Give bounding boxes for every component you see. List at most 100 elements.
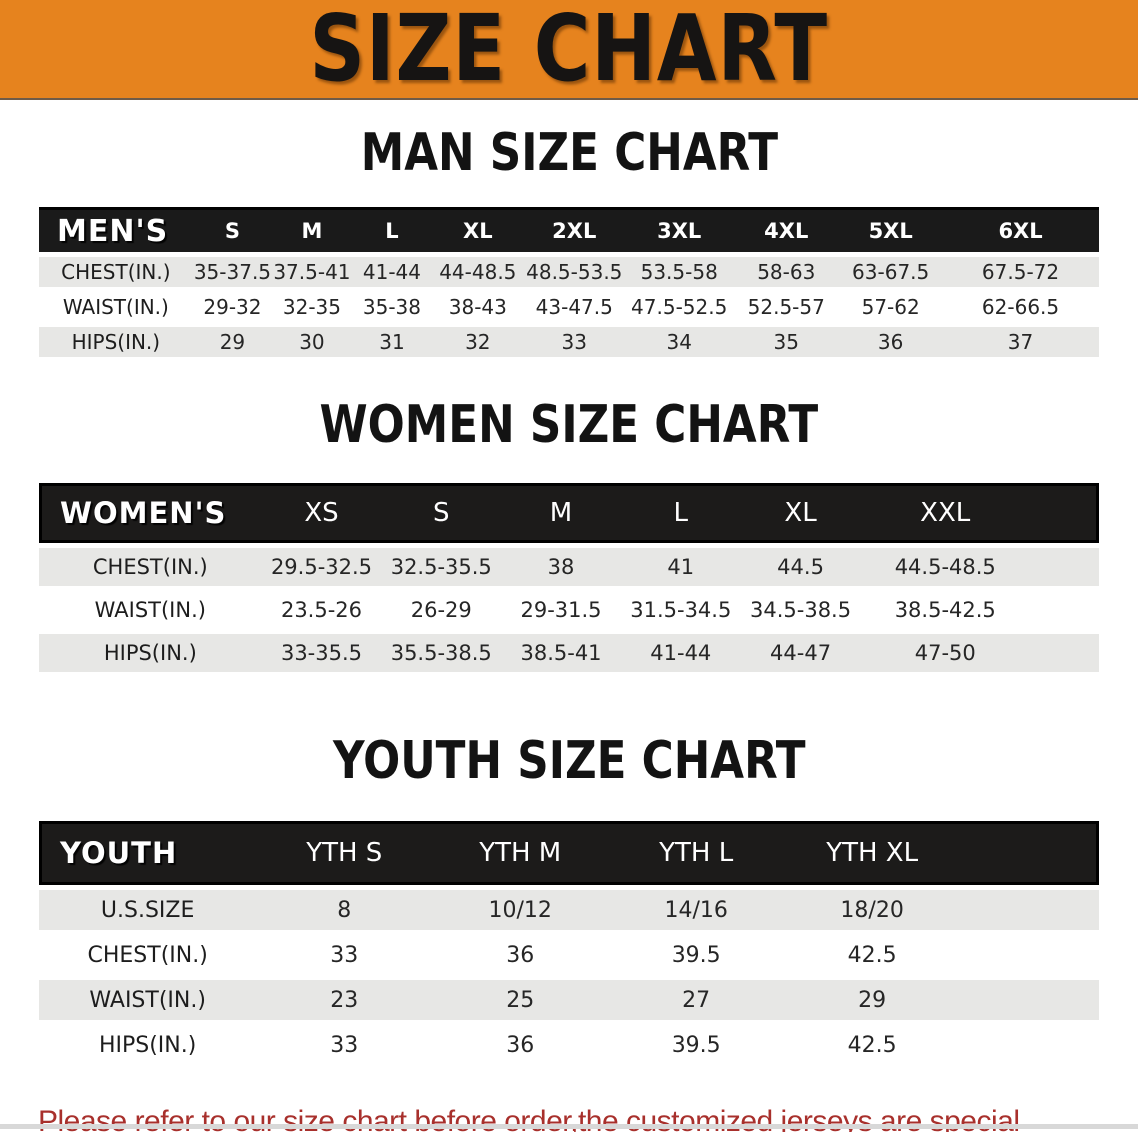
spacer-cell [1030,591,1099,629]
size-value: 34 [625,327,734,357]
size-value: 41-44 [351,257,433,287]
size-column-header: S [192,207,273,252]
size-column-header: L [620,483,741,543]
bottom-divider [0,1124,1138,1129]
size-value: 30 [272,327,352,357]
size-column-header: 6XL [942,207,1099,252]
size-value: 67.5-72 [942,257,1099,287]
size-value: 38 [501,548,621,586]
size-value: 8 [256,890,433,930]
size-value: 38.5-42.5 [860,591,1031,629]
size-column-header: YTH L [608,821,785,885]
table-row: CHEST(IN.) 33 36 39.5 42.5 [39,935,1099,975]
size-column-header: L [351,207,433,252]
size-value: 43-47.5 [523,292,626,322]
size-value: 44-48.5 [432,257,524,287]
size-value: 32-35 [272,292,352,322]
men-section-heading-text: MAN SIZE CHART [360,123,778,183]
table-header-band: WOMEN'S XS S M L XL XXL [39,483,1099,543]
size-value: 18/20 [784,890,961,930]
table-row: HIPS(IN.) 33 36 39.5 42.5 [39,1025,1099,1065]
spacer-cell [1030,634,1099,672]
size-value: 10/12 [432,890,609,930]
spacer-cell [1030,483,1099,543]
size-value: 37 [942,327,1099,357]
size-column-header: YTH M [432,821,609,885]
size-value: 23 [256,980,433,1020]
youth-section: YOUTH SIZE CHART YOUTH YTH S YTH M YTH L YTH… [0,735,1138,1070]
size-value: 27 [608,980,785,1020]
size-value: 62-66.5 [942,292,1099,322]
size-value: 48.5-53.5 [523,257,626,287]
page-title: SIZE CHART [309,0,829,102]
women-section-heading: WOMEN SIZE CHART [0,399,1138,451]
men-section-heading: MAN SIZE CHART [0,127,1138,179]
size-value: 14/16 [608,890,785,930]
spacer-cell [960,980,1099,1020]
size-value: 29.5-32.5 [261,548,382,586]
men-section: MAN SIZE CHART MEN'S S M L XL 2XL 3XL 4XL 5XL 6XL… [0,127,1138,362]
table-row: U.S.SIZE 8 10/12 14/16 18/20 [39,890,1099,930]
size-column-header: YTH S [256,821,433,885]
size-value: 39.5 [608,1025,785,1065]
table-header-band: MEN'S S M L XL 2XL 3XL 4XL 5XL 6XL [39,207,1099,252]
size-column-header: 4XL [733,207,840,252]
women-section-heading-text: WOMEN SIZE CHART [319,395,819,455]
size-value: 42.5 [784,1025,961,1065]
size-column-header: XS [261,483,382,543]
spacer-cell [960,821,1099,885]
size-value: 58-63 [733,257,840,287]
row-label: CHEST(IN.) [39,935,257,975]
size-value: 41 [620,548,741,586]
row-label: U.S.SIZE [39,890,257,930]
size-value: 34.5-38.5 [740,591,861,629]
row-label: WAIST(IN.) [39,591,262,629]
size-value: 29-31.5 [501,591,621,629]
size-value: 39.5 [608,935,785,975]
youth-section-heading-text: YOUTH SIZE CHART [332,731,806,791]
size-column-header: M [501,483,621,543]
banner: SIZE CHART [0,0,1138,100]
size-value: 52.5-57 [733,292,840,322]
size-column-header: XXL [860,483,1031,543]
spacer-cell [1030,548,1099,586]
size-value: 33 [256,1025,433,1065]
row-label: CHEST(IN.) [39,257,193,287]
table-row: HIPS(IN.) 29 30 31 32 33 34 35 36 37 [39,327,1099,357]
size-value: 29 [192,327,273,357]
youth-section-heading: YOUTH SIZE CHART [0,735,1138,787]
size-value: 32 [432,327,524,357]
size-value: 36 [839,327,943,357]
row-label: WAIST(IN.) [39,980,257,1020]
size-column-header: XL [432,207,524,252]
size-value: 44.5-48.5 [860,548,1031,586]
size-value: 36 [432,935,609,975]
size-value: 38-43 [432,292,524,322]
size-value: 47-50 [860,634,1031,672]
table-row: CHEST(IN.) 29.5-32.5 32.5-35.5 38 41 44.5 44.5… [39,548,1099,586]
size-value: 26-29 [381,591,502,629]
size-value: 44.5 [740,548,861,586]
row-label: CHEST(IN.) [39,548,262,586]
size-value: 53.5-58 [625,257,734,287]
row-label: HIPS(IN.) [39,1025,257,1065]
size-value: 35 [733,327,840,357]
table-category-header: WOMEN'S [39,483,262,543]
table-row: CHEST(IN.) 35-37.5 37.5-41 41-44 44-48.5 48.5… [39,257,1099,287]
size-value: 63-67.5 [839,257,943,287]
size-value: 36 [432,1025,609,1065]
size-value: 44-47 [740,634,861,672]
size-column-header: 2XL [523,207,626,252]
size-value: 25 [432,980,609,1020]
size-value: 35-37.5 [192,257,273,287]
youth-size-table: YOUTH YTH S YTH M YTH L YTH XL U.S.SIZE 8 10/12… [39,816,1099,1070]
size-value: 37.5-41 [272,257,352,287]
table-row: HIPS(IN.) 33-35.5 35.5-38.5 38.5-41 41-44 44-… [39,634,1099,672]
table-row: WAIST(IN.) 23 25 27 29 [39,980,1099,1020]
size-column-header: YTH XL [784,821,961,885]
size-value: 57-62 [839,292,943,322]
size-value: 38.5-41 [501,634,621,672]
spacer-cell [960,1025,1099,1065]
spacer-cell [960,890,1099,930]
